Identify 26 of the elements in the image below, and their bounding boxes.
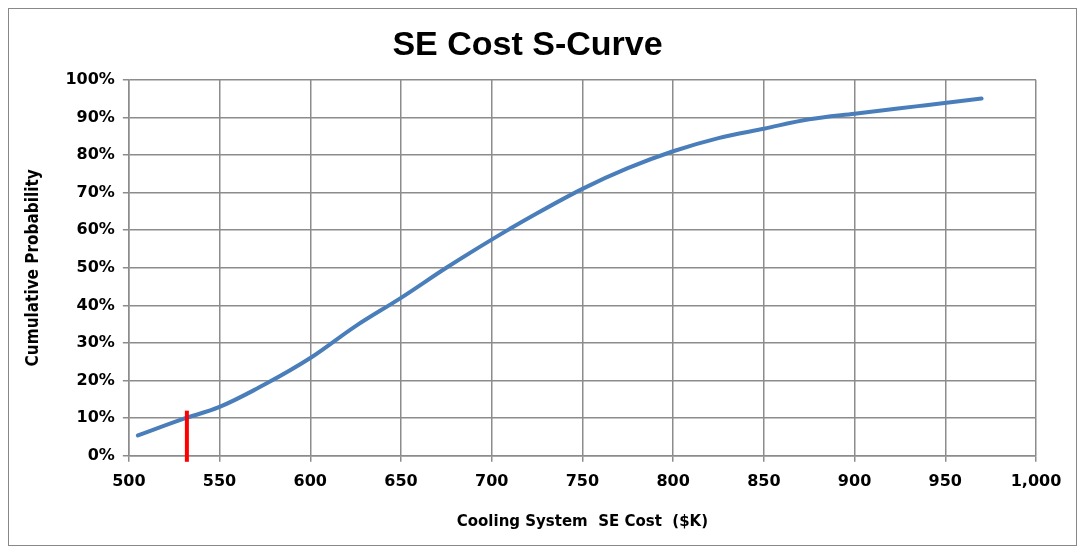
x-tick-label: 550 — [202, 470, 237, 490]
x-tick-label: 600 — [293, 470, 327, 490]
y-tick-label: 30% — [76, 332, 115, 352]
x-tick-label: 900 — [837, 470, 872, 490]
y-tick-label: 10% — [76, 407, 115, 427]
x-tick-label: 850 — [747, 470, 781, 490]
x-axis-title: Cooling System SE Cost ($K) — [456, 511, 709, 530]
x-tick-label: 1,000 — [1010, 470, 1062, 490]
y-tick-label: 50% — [76, 256, 115, 276]
y-tick-label: 60% — [76, 219, 115, 239]
y-axis-title: Cumulative Probability — [21, 169, 42, 367]
x-tick-label: 650 — [384, 470, 418, 490]
y-tick-label: 80% — [76, 144, 115, 164]
x-tick-label: 950 — [928, 470, 962, 490]
chart-title: SE Cost S-Curve — [392, 23, 663, 62]
y-tick-label: 90% — [76, 106, 115, 126]
x-tick-label: 500 — [112, 470, 146, 490]
y-tick-label: 100% — [65, 68, 115, 88]
x-tick-label: 800 — [656, 470, 690, 490]
x-tick-label: 700 — [474, 470, 509, 490]
y-tick-label: 20% — [76, 369, 115, 389]
y-tick-label: 0% — [87, 444, 115, 464]
x-tick-label: 750 — [565, 470, 600, 490]
line-series — [135, 96, 984, 438]
y-tick-label: 40% — [76, 294, 115, 314]
y-tick-label: 70% — [76, 181, 115, 201]
